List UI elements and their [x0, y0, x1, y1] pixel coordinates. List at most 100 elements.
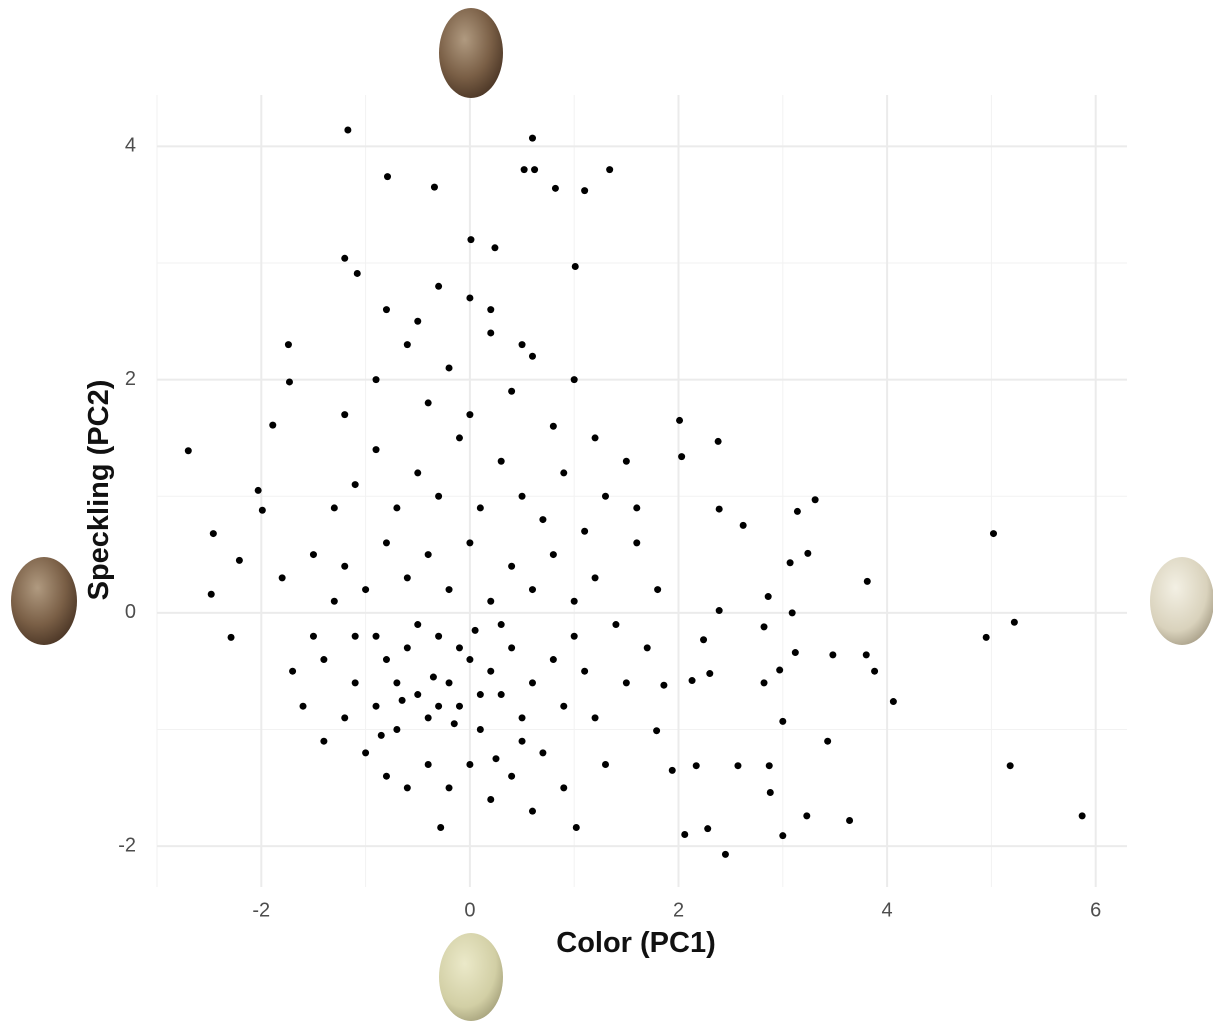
point [653, 727, 661, 735]
point [560, 469, 568, 477]
point [715, 505, 723, 513]
point [382, 656, 390, 664]
egg-icon [11, 557, 77, 645]
point [372, 376, 380, 384]
point [612, 621, 620, 629]
point [476, 691, 484, 699]
point [491, 244, 499, 252]
point [450, 720, 458, 728]
point [384, 173, 392, 181]
point [435, 282, 443, 290]
point [528, 679, 536, 687]
point [424, 551, 432, 559]
point [633, 504, 641, 512]
y-tick-label: 2 [125, 368, 136, 390]
point [487, 306, 495, 314]
point [398, 696, 406, 704]
point [734, 762, 742, 770]
point [760, 623, 768, 631]
point [528, 352, 536, 360]
point [424, 714, 432, 722]
point [269, 421, 277, 429]
point [572, 824, 580, 832]
point [372, 702, 380, 710]
point [681, 831, 689, 839]
point [341, 714, 349, 722]
egg-icon [439, 933, 503, 1021]
point [258, 506, 266, 514]
point [549, 551, 557, 559]
ticks: -2 0 2 4 6 -2 0 2 4 [118, 135, 1101, 922]
point [788, 609, 796, 617]
point [829, 651, 837, 659]
point [581, 527, 589, 535]
point [570, 597, 578, 605]
point [508, 772, 516, 780]
point [403, 644, 411, 652]
point [492, 755, 500, 763]
point [591, 574, 599, 582]
point [466, 656, 474, 664]
point [309, 632, 317, 640]
point [227, 633, 235, 641]
point [382, 539, 390, 547]
point [721, 850, 729, 858]
point [403, 574, 411, 582]
point [714, 437, 722, 445]
point [435, 492, 443, 500]
y-axis-title: Speckling (PC2) [83, 380, 115, 601]
point [437, 824, 445, 832]
point [424, 399, 432, 407]
point [765, 762, 773, 770]
point [382, 306, 390, 314]
point [320, 656, 328, 664]
point [487, 667, 495, 675]
point [1010, 618, 1018, 626]
point [549, 422, 557, 430]
point [330, 504, 338, 512]
point [791, 649, 799, 657]
points [184, 126, 1086, 858]
point [764, 593, 772, 601]
point [508, 644, 516, 652]
point [539, 516, 547, 524]
point [601, 761, 609, 769]
point [467, 236, 475, 244]
point [476, 504, 484, 512]
point [351, 679, 359, 687]
point [581, 667, 589, 675]
point [466, 761, 474, 769]
point [445, 364, 453, 372]
point [487, 329, 495, 337]
point [549, 656, 557, 664]
point [487, 796, 495, 804]
point [362, 749, 370, 757]
point [351, 632, 359, 640]
point [330, 597, 338, 605]
point [184, 447, 192, 455]
point [209, 530, 217, 538]
point [528, 807, 536, 815]
point [351, 481, 359, 489]
point [476, 726, 484, 734]
point [766, 789, 774, 797]
egg-icon [1150, 557, 1213, 645]
point [804, 549, 812, 557]
point [466, 294, 474, 302]
point [528, 134, 536, 142]
point [414, 621, 422, 629]
point [278, 574, 286, 582]
x-tick-label: 6 [1090, 899, 1101, 921]
point [435, 702, 443, 710]
point [393, 726, 401, 734]
point [207, 590, 215, 598]
point [430, 183, 438, 191]
point [570, 632, 578, 640]
point [1006, 762, 1014, 770]
point [570, 376, 578, 384]
y-tick-label: -2 [118, 834, 136, 856]
point [528, 586, 536, 594]
point [382, 772, 390, 780]
egg-icon [439, 8, 503, 98]
